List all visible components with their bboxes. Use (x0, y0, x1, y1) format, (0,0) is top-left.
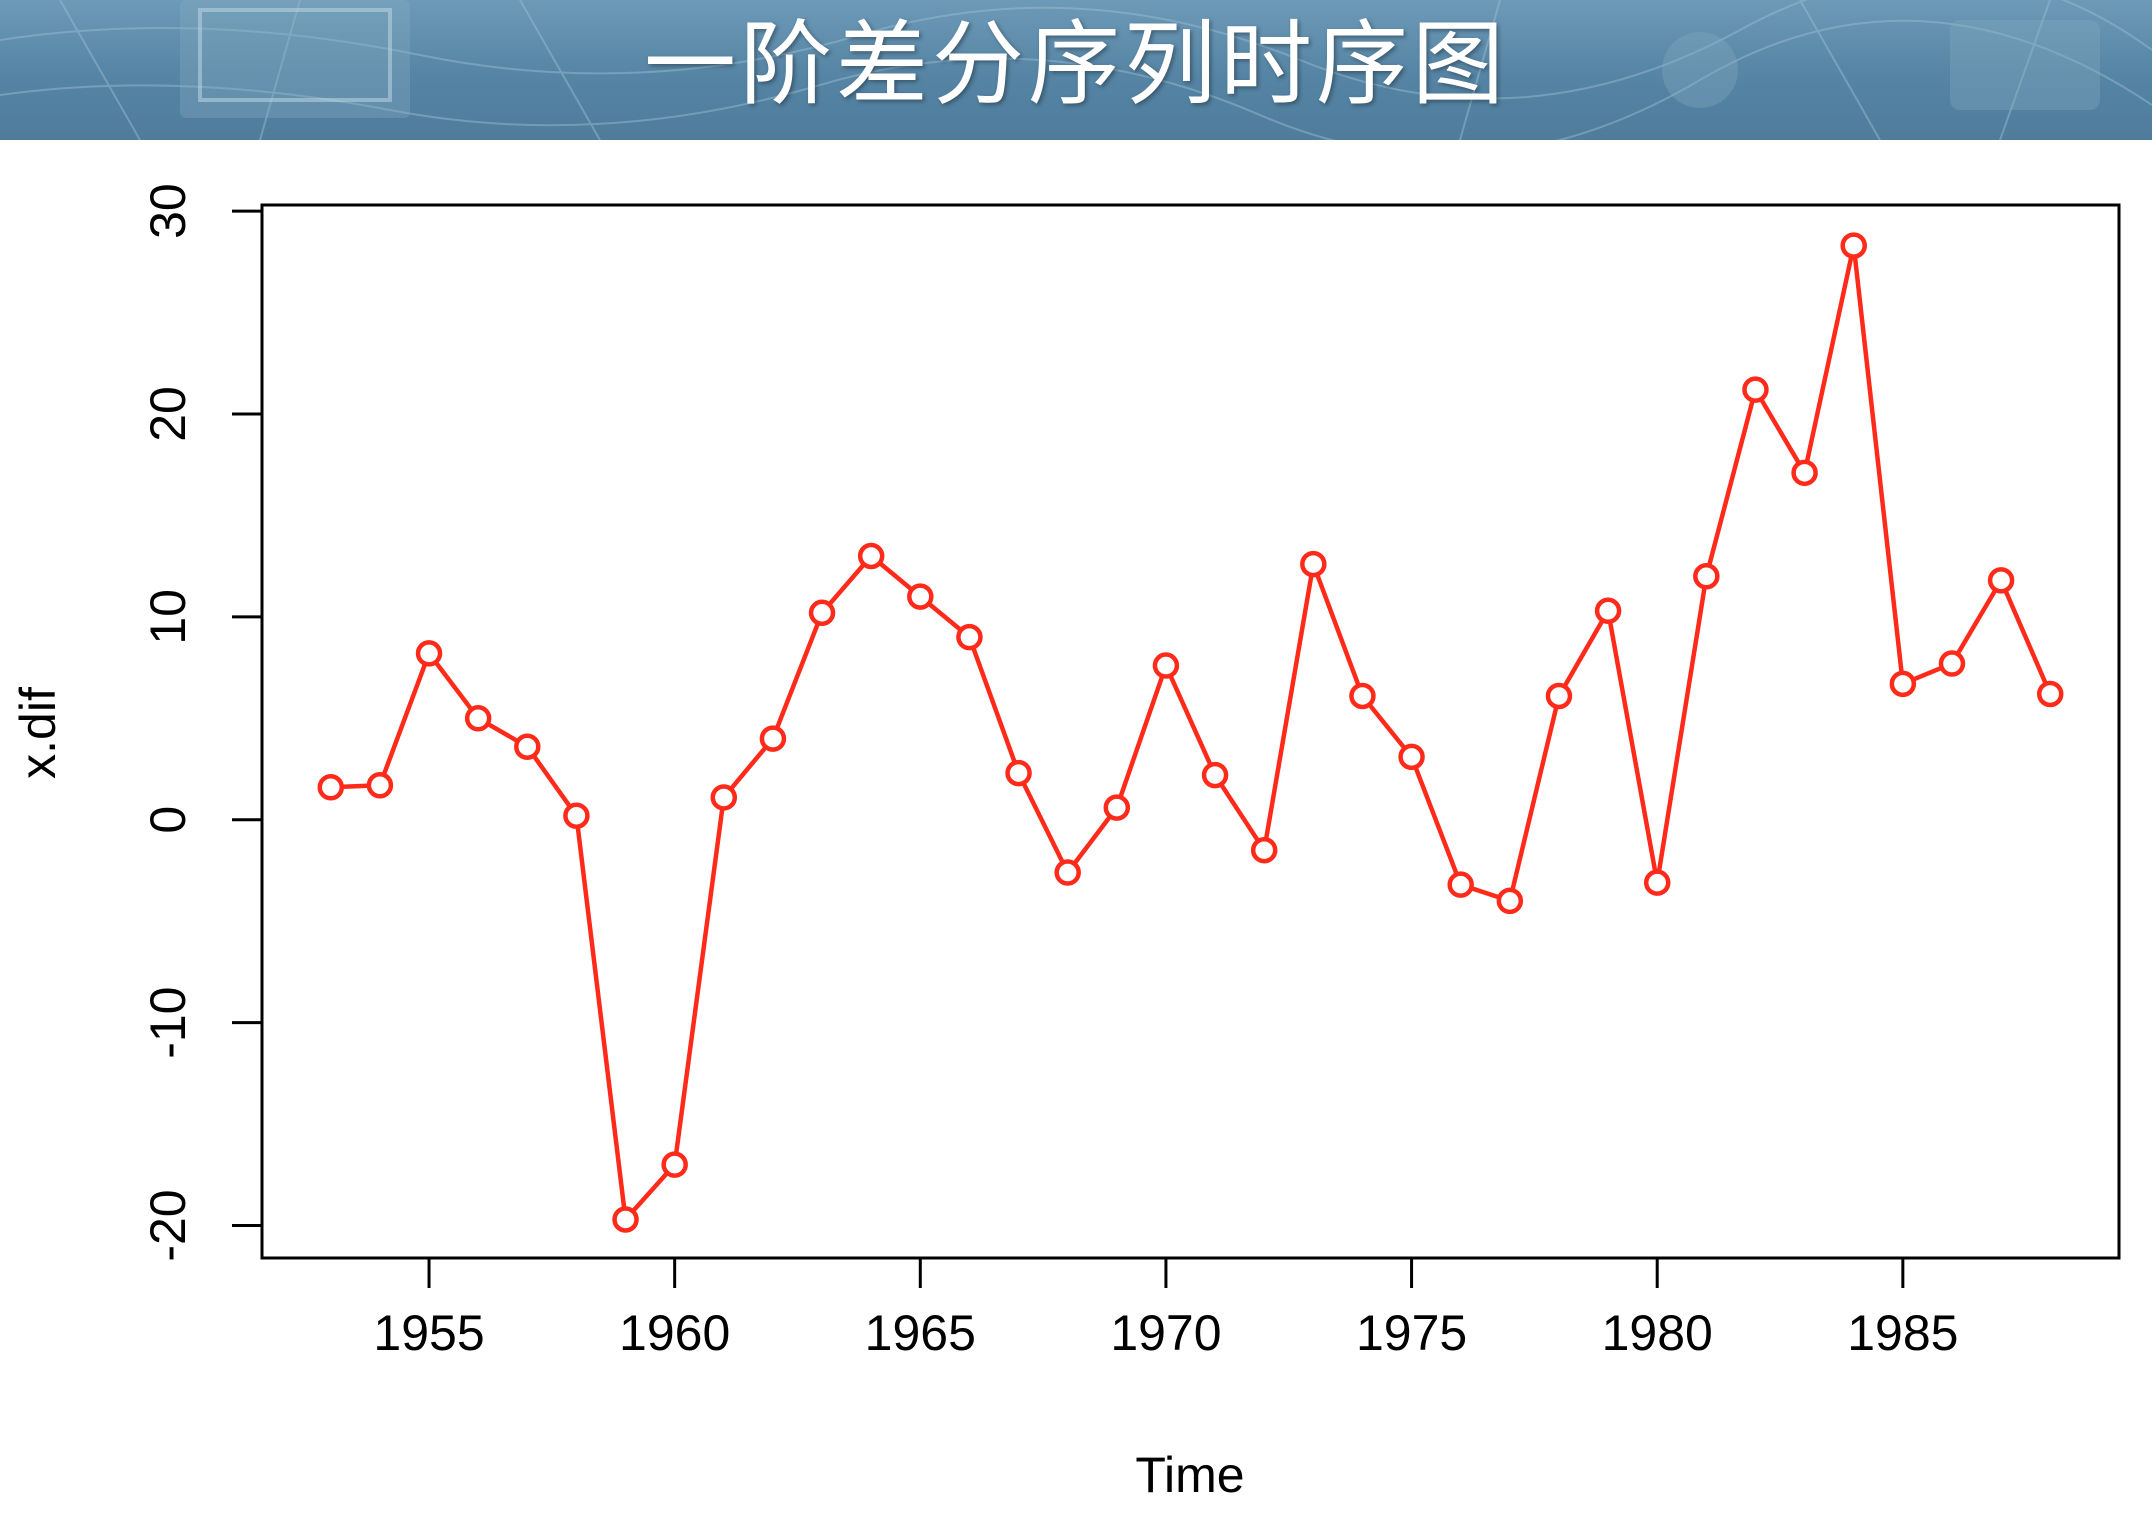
data-point (1005, 759, 1032, 787)
data-point (1840, 232, 1867, 259)
data-point (1791, 459, 1818, 487)
y-tick-label: 20 (140, 386, 196, 442)
data-point (1201, 761, 1229, 789)
data-point (956, 623, 983, 651)
data-point (710, 784, 738, 811)
map-texture-decoration (0, 0, 2152, 140)
data-point (1496, 887, 1524, 915)
plot-frame (260, 203, 2121, 1260)
data-point (857, 542, 885, 570)
data-point (1300, 550, 1327, 578)
data-point (1693, 563, 1720, 590)
data-point (612, 1206, 639, 1233)
x-tick-label: 1985 (1847, 1305, 1958, 1361)
data-point (1594, 597, 1622, 625)
series-line (330, 243, 2053, 1222)
x-axis: 1955 1960 1965 1970 1975 1980 1985 (373, 1256, 1958, 1361)
data-point (2036, 680, 2064, 708)
data-point (1398, 743, 1425, 771)
data-point (1054, 859, 1081, 886)
data-point (759, 725, 787, 752)
data-point (661, 1151, 688, 1178)
y-axis: -20 -10 0 10 20 30 (140, 183, 264, 1262)
data-point (1889, 670, 1917, 698)
data-point (514, 733, 541, 760)
data-point (366, 772, 394, 799)
y-tick-label: 30 (140, 183, 196, 239)
y-tick-label: 10 (140, 589, 196, 645)
y-axis-label: x.dif (10, 687, 66, 779)
series-layer (317, 232, 2064, 1233)
data-point (1152, 652, 1180, 679)
data-point (1349, 682, 1376, 710)
data-point (563, 802, 590, 829)
x-tick-label: 1975 (1356, 1305, 1467, 1361)
data-point (1987, 567, 2015, 594)
data-point (317, 774, 345, 801)
slide-title: 一阶差分序列时序图 (643, 11, 1508, 118)
y-tick-label: -20 (140, 1189, 196, 1261)
data-point (1938, 650, 1966, 677)
x-tick-label: 1965 (865, 1305, 976, 1361)
title-banner: 一阶差分序列时序图 (0, 0, 2152, 140)
data-point (1545, 682, 1573, 710)
x-tick-label: 1955 (373, 1305, 484, 1361)
data-point (1742, 376, 1769, 403)
data-point (1103, 794, 1131, 821)
data-point (808, 599, 836, 627)
y-tick-label: 0 (140, 806, 196, 834)
y-tick-label: -10 (140, 987, 196, 1059)
x-tick-label: 1960 (619, 1305, 730, 1361)
data-point (464, 705, 492, 732)
data-point (1447, 871, 1474, 898)
data-point (1250, 836, 1278, 864)
data-point (1643, 869, 1671, 896)
x-tick-label: 1970 (1110, 1305, 1221, 1361)
data-point (415, 640, 443, 667)
x-tick-label: 1980 (1602, 1305, 1713, 1361)
data-point (907, 583, 934, 610)
x-axis-label: Time (1135, 1447, 1244, 1503)
